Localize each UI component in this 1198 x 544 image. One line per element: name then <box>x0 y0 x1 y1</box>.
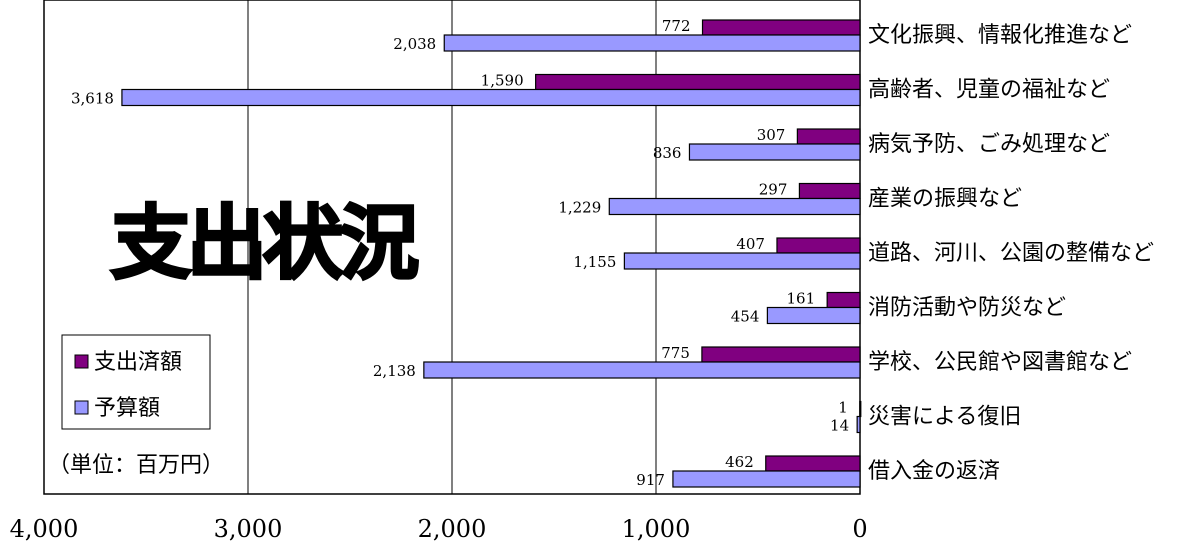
bar-budget <box>766 306 861 325</box>
category-label: 道路、河川、公園の整備など <box>868 241 1154 266</box>
bar-label-spent: 775 <box>661 344 690 362</box>
legend: 支出済額 予算額 <box>61 334 211 430</box>
category-label: 産業の振興など <box>868 187 1022 212</box>
bar-label-spent: 462 <box>725 453 754 471</box>
legend-swatch-spent <box>74 354 89 369</box>
legend-label-spent: 支出済額 <box>94 350 182 375</box>
bar-label-budget: 1,155 <box>573 253 616 271</box>
bar-label-spent: 772 <box>662 17 691 35</box>
bar-label-spent: 161 <box>787 290 816 308</box>
x-tick-label: 1,000 <box>622 515 691 543</box>
bar-spent <box>535 73 861 91</box>
bar-budget <box>688 143 861 161</box>
bar-spent <box>826 291 861 309</box>
bar-spent <box>798 182 861 200</box>
bar-label-spent: 297 <box>759 181 788 199</box>
bar-budget <box>856 415 861 434</box>
bar-label-spent: 1 <box>838 399 848 417</box>
legend-label-budget: 予算額 <box>94 396 160 421</box>
bar-label-spent: 307 <box>757 126 786 144</box>
category-label: 消防活動や防災など <box>868 296 1066 321</box>
bar-budget <box>423 361 861 379</box>
bar-label-budget: 1,229 <box>558 199 601 217</box>
bar-label-budget: 454 <box>731 308 760 326</box>
category-label: 文化振興、情報化推進など <box>868 23 1132 48</box>
chart-title: 支出状況 <box>111 197 418 290</box>
bar-label-spent: 1,590 <box>481 72 524 90</box>
legend-swatch-budget <box>74 400 89 415</box>
bar-spent <box>765 455 861 472</box>
bar-budget <box>623 252 861 270</box>
category-label: 災害による復旧 <box>868 405 1021 430</box>
bar-budget <box>443 34 861 52</box>
bar-spent <box>701 346 861 363</box>
x-tick-label: 3,000 <box>214 515 283 543</box>
x-tick-label: 2,000 <box>418 515 487 543</box>
bar-label-budget: 2,138 <box>373 362 416 380</box>
category-label: 借入金の返済 <box>868 459 1000 484</box>
bar-budget <box>608 197 861 216</box>
bar-label-budget: 2,038 <box>393 35 436 53</box>
bar-label-budget: 836 <box>653 144 682 162</box>
bar-label-budget: 917 <box>636 471 665 489</box>
bar-label-budget: 3,618 <box>71 90 114 108</box>
bar-spent <box>796 128 861 145</box>
category-label: 学校、公民館や図書館など <box>868 350 1132 375</box>
bar-spent <box>859 400 862 418</box>
bar-spent <box>701 19 861 36</box>
category-label: 高齢者、児童の福祉など <box>868 78 1110 103</box>
x-tick-label: 0 <box>852 515 867 543</box>
unit-note: （単位：百万円） <box>48 453 224 478</box>
bar-label-spent: 407 <box>736 235 765 253</box>
bar-budget <box>121 88 861 107</box>
bar-spent <box>776 237 861 254</box>
bar-budget <box>672 470 861 488</box>
x-tick-label: 4,000 <box>10 515 79 543</box>
bar-label-budget: 14 <box>830 417 849 435</box>
category-label: 病気予防、ごみ処理など <box>868 132 1110 157</box>
